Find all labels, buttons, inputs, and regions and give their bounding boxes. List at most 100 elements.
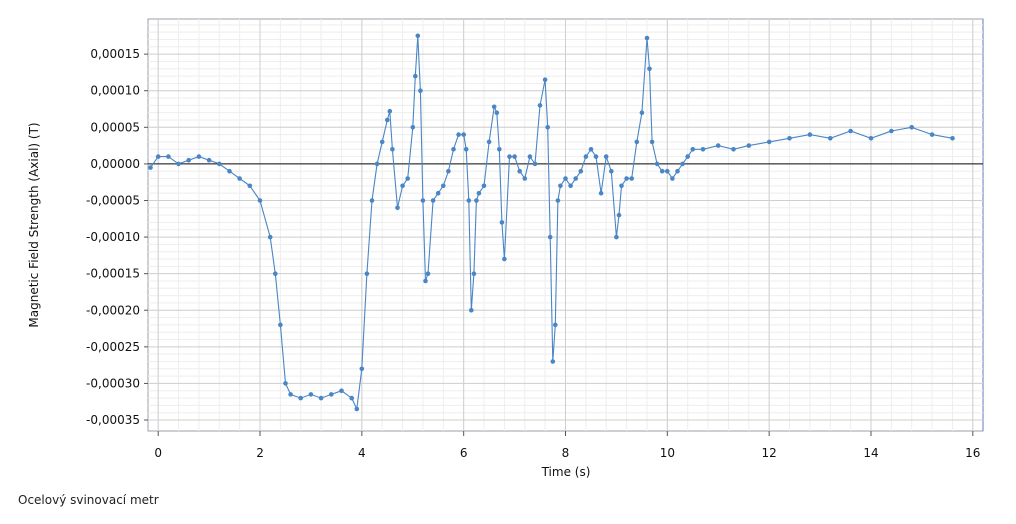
data-point bbox=[619, 183, 624, 189]
y-axis-label: Magnetic Field Strength (Axial) (T) bbox=[27, 122, 41, 327]
x-tick-label: 14 bbox=[863, 446, 878, 460]
y-tick-label: -0,00035 bbox=[86, 413, 140, 427]
y-tick-label: -0,00015 bbox=[86, 267, 140, 281]
data-point bbox=[537, 103, 543, 108]
data-point bbox=[413, 73, 418, 79]
data-point bbox=[766, 139, 772, 145]
data-point bbox=[387, 108, 393, 114]
data-point bbox=[563, 176, 568, 181]
data-point bbox=[395, 205, 400, 211]
data-point bbox=[461, 132, 467, 137]
data-point bbox=[507, 154, 512, 159]
x-axis-ticks: 0 2 4 6 8 10 12 14 16 bbox=[154, 431, 980, 460]
data-point bbox=[463, 147, 469, 152]
data-point bbox=[700, 147, 706, 152]
data-point bbox=[354, 406, 360, 412]
y-tick-label: -0,00025 bbox=[86, 340, 140, 354]
data-point bbox=[499, 220, 505, 225]
data-point bbox=[616, 212, 622, 218]
data-point bbox=[466, 198, 472, 203]
data-point bbox=[634, 139, 640, 145]
data-point bbox=[288, 392, 293, 397]
data-point bbox=[573, 176, 578, 181]
data-point bbox=[639, 110, 645, 115]
data-point bbox=[950, 136, 955, 141]
x-tick-label: 16 bbox=[965, 446, 980, 460]
data-point bbox=[217, 161, 222, 167]
data-point bbox=[593, 154, 599, 159]
data-point bbox=[283, 381, 288, 386]
y-tick-label: -0,00010 bbox=[86, 230, 140, 244]
data-point bbox=[420, 198, 426, 203]
data-point bbox=[339, 388, 344, 394]
data-point bbox=[148, 165, 153, 170]
data-point bbox=[659, 168, 665, 174]
data-point bbox=[359, 366, 365, 372]
y-tick-label: 0,00010 bbox=[90, 84, 140, 98]
data-point bbox=[441, 183, 446, 189]
x-tick-label: 8 bbox=[562, 446, 570, 460]
data-point bbox=[456, 132, 461, 137]
data-point bbox=[603, 154, 609, 159]
caption: Ocelový svinovací metr bbox=[18, 493, 159, 507]
data-point bbox=[486, 139, 492, 145]
data-point bbox=[527, 154, 533, 159]
data-point bbox=[435, 190, 441, 196]
data-point bbox=[547, 234, 553, 240]
data-point bbox=[553, 322, 558, 328]
data-point bbox=[848, 128, 853, 134]
data-point bbox=[578, 168, 584, 174]
data-point bbox=[609, 168, 614, 174]
data-point bbox=[476, 190, 482, 196]
data-point bbox=[558, 183, 563, 189]
data-point bbox=[206, 157, 212, 163]
data-point bbox=[425, 271, 431, 277]
data-point bbox=[349, 395, 355, 401]
data-point bbox=[491, 104, 497, 110]
data-point bbox=[731, 147, 736, 152]
data-point bbox=[374, 161, 380, 167]
data-point bbox=[418, 88, 423, 93]
data-point bbox=[665, 168, 670, 174]
data-point bbox=[390, 147, 395, 152]
data-point bbox=[675, 168, 680, 174]
data-point bbox=[329, 392, 334, 397]
data-point bbox=[308, 392, 314, 397]
data-point bbox=[680, 161, 685, 167]
data-point bbox=[787, 136, 792, 141]
data-point bbox=[176, 161, 181, 167]
data-point bbox=[298, 395, 304, 401]
data-point bbox=[828, 136, 833, 141]
data-point bbox=[405, 176, 411, 181]
data-point bbox=[629, 176, 634, 181]
data-point bbox=[471, 271, 477, 277]
data-point bbox=[186, 157, 191, 163]
data-point bbox=[400, 183, 405, 189]
series-line bbox=[150, 35, 953, 411]
data-point bbox=[929, 132, 935, 137]
data-point bbox=[690, 147, 696, 152]
data-point bbox=[598, 190, 604, 196]
data-point bbox=[257, 198, 263, 203]
data-point bbox=[227, 168, 232, 174]
data-point bbox=[649, 139, 655, 145]
data-point bbox=[909, 125, 914, 130]
data-point bbox=[196, 154, 202, 159]
data-point bbox=[497, 147, 502, 152]
data-point bbox=[614, 234, 619, 240]
data-point bbox=[522, 176, 528, 181]
x-tick-label: 2 bbox=[256, 446, 264, 460]
x-tick-label: 10 bbox=[660, 446, 675, 460]
data-point bbox=[647, 66, 652, 72]
y-tick-label: 0,00005 bbox=[90, 120, 140, 134]
data-point bbox=[385, 117, 390, 123]
data-point bbox=[715, 143, 721, 148]
data-point bbox=[278, 322, 283, 328]
data-point bbox=[545, 125, 550, 130]
data-point bbox=[155, 154, 161, 159]
data-point bbox=[644, 35, 650, 41]
data-point bbox=[502, 256, 507, 262]
data-point bbox=[474, 198, 479, 203]
y-axis-ticks: 0,00015 0,00010 0,00005 0,00000 -0,00005 -0,0… bbox=[86, 47, 148, 427]
